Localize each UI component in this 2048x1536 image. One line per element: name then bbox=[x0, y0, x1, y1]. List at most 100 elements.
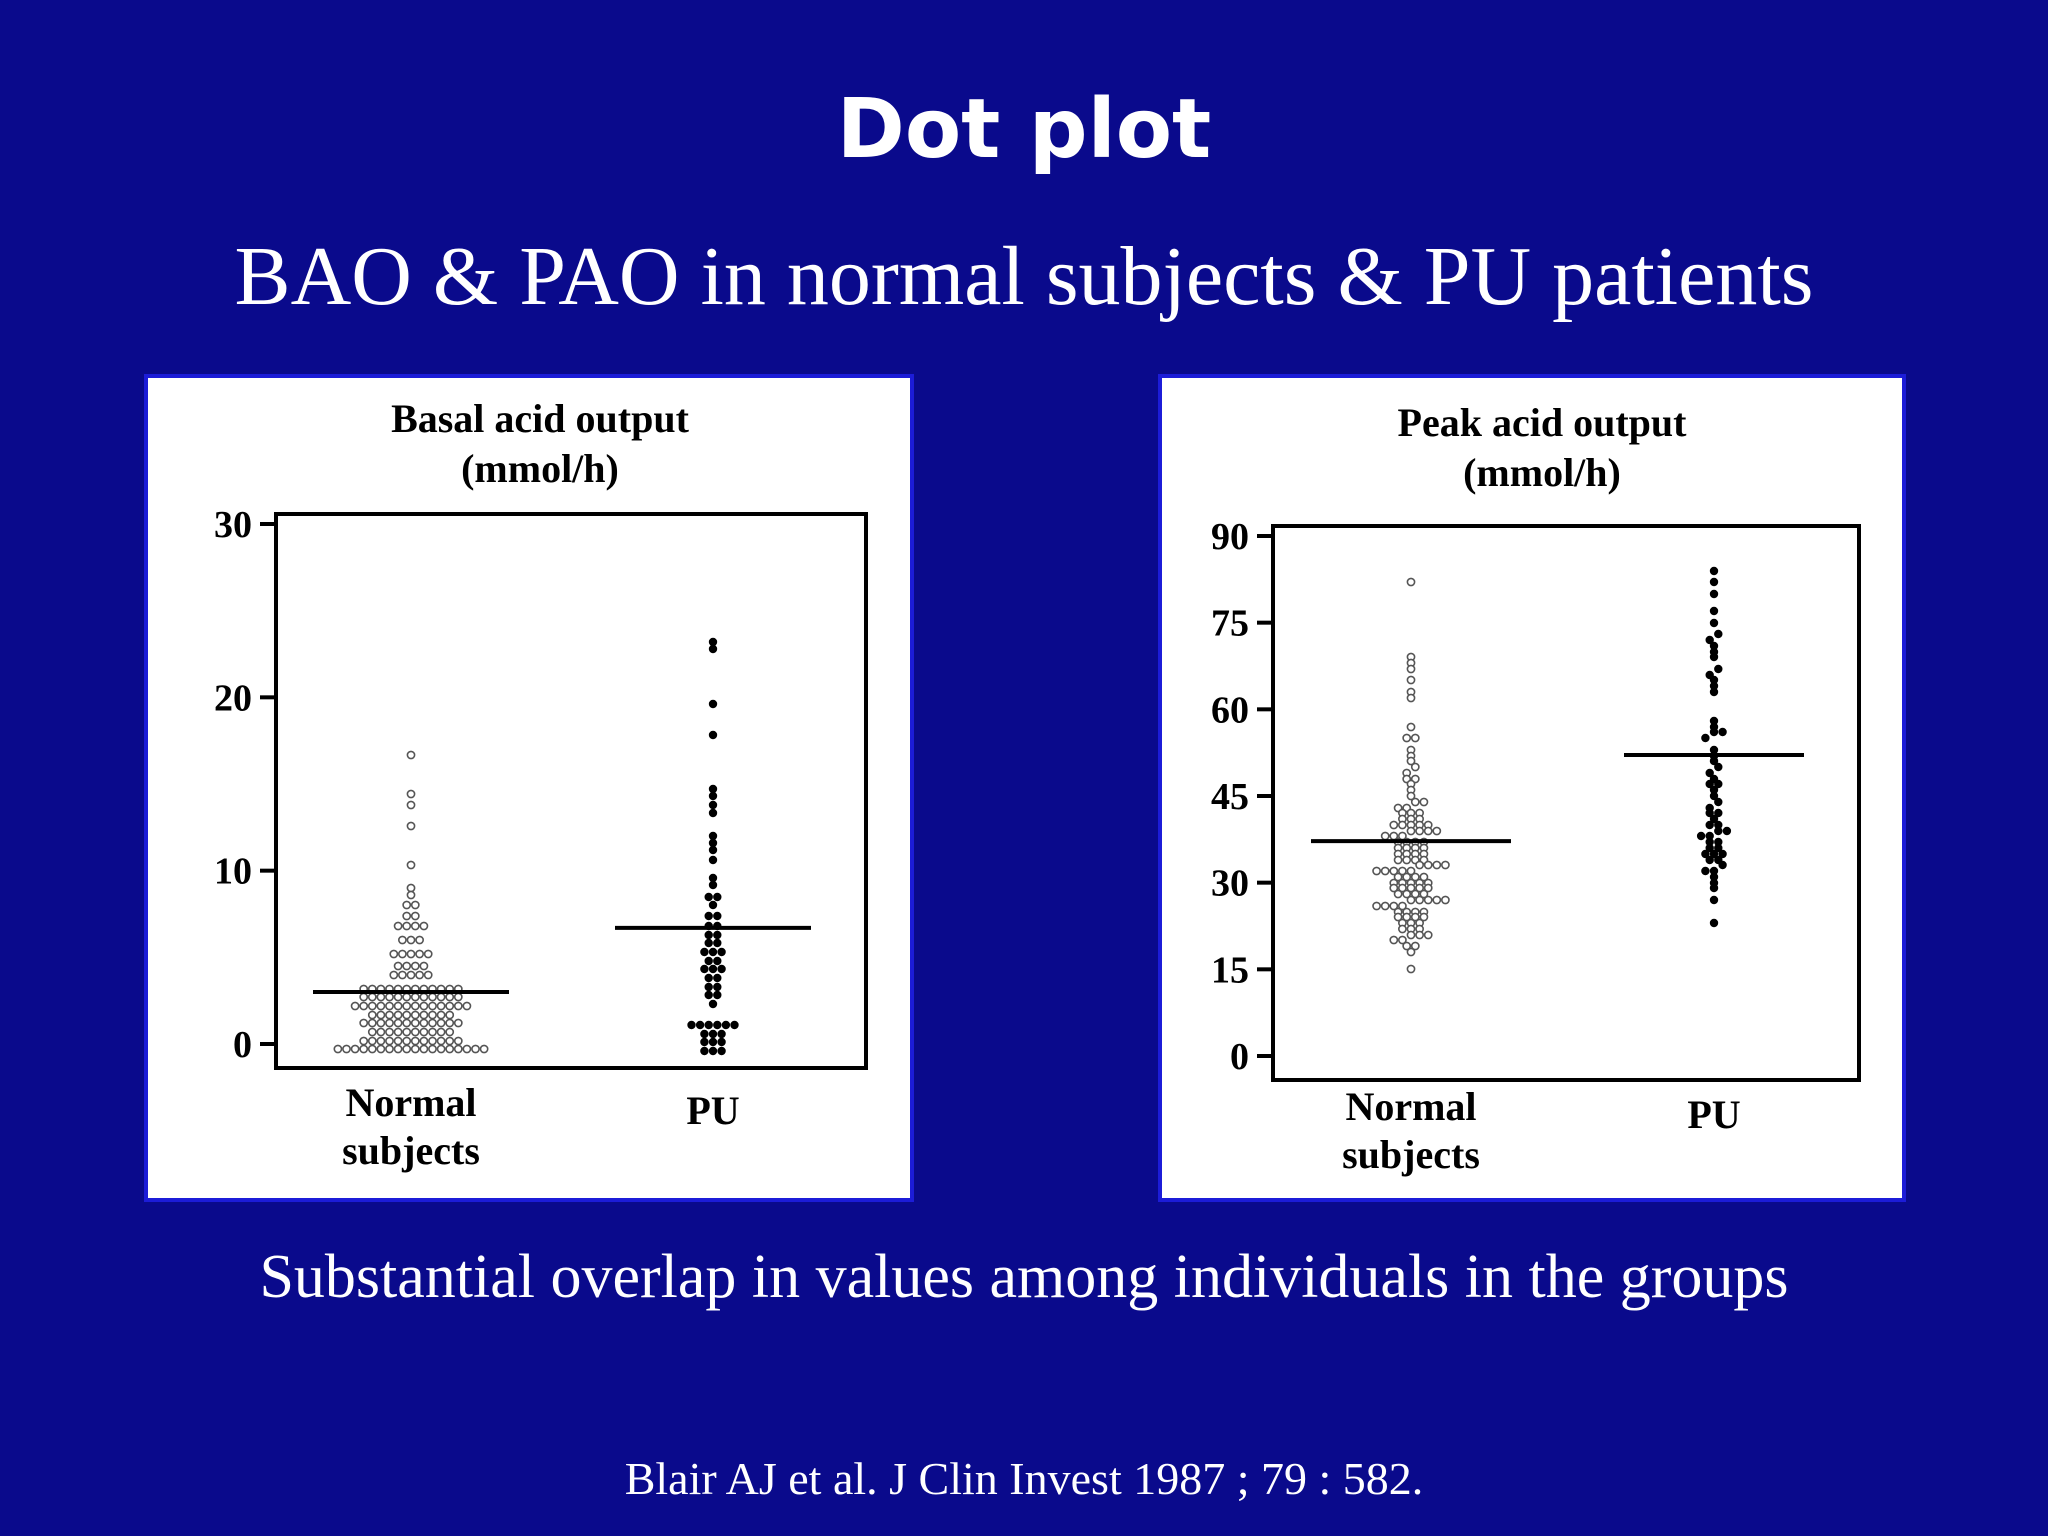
normal-subject-dot bbox=[1432, 826, 1442, 836]
pu-patient-dot bbox=[708, 1037, 718, 1047]
pu-patient-dot bbox=[717, 964, 726, 974]
normal-subject-dot bbox=[1406, 722, 1416, 732]
normal-subject-dot bbox=[1397, 820, 1407, 830]
normal-subject-dot bbox=[410, 1027, 420, 1037]
pu-patient-dot bbox=[700, 1037, 709, 1047]
normal-subject-dot bbox=[385, 1001, 394, 1011]
pu-patient-dot bbox=[1705, 855, 1714, 865]
pu-patient-dot bbox=[1709, 895, 1719, 905]
normal-subject-dot bbox=[1410, 889, 1420, 899]
normal-subject-dot bbox=[1402, 733, 1412, 743]
normal-subject-dot bbox=[436, 1044, 446, 1054]
normal-subject-dot bbox=[385, 1036, 394, 1046]
y-tick-label: 30 bbox=[1211, 863, 1249, 905]
normal-subject-dot bbox=[1397, 901, 1407, 911]
normal-subject-dot bbox=[1423, 895, 1433, 905]
pu-patient-dot bbox=[1701, 849, 1710, 859]
normal-subject-dot bbox=[1410, 797, 1420, 807]
normal-subject-dot bbox=[393, 1001, 403, 1011]
pu-patient-dot bbox=[713, 938, 722, 948]
pu-patient-dot bbox=[1705, 843, 1714, 853]
normal-subject-dot bbox=[1406, 930, 1416, 940]
pu-patient-dot bbox=[700, 1046, 709, 1056]
y-tick-label: 20 bbox=[214, 677, 252, 719]
pu-patient-dot bbox=[717, 1046, 726, 1056]
pu-patient-dot bbox=[704, 1020, 713, 1030]
y-tick-label: 0 bbox=[1230, 1036, 1249, 1078]
normal-subject-dot bbox=[333, 1044, 343, 1054]
normal-subject-dot bbox=[393, 1018, 403, 1028]
group-label: Normal bbox=[345, 1080, 476, 1125]
normal-subject-dot bbox=[1423, 860, 1433, 870]
normal-subject-dot bbox=[419, 961, 429, 971]
pu-patient-dot bbox=[708, 831, 718, 841]
pu-patient-dot bbox=[1709, 866, 1719, 876]
pu-patient-dot bbox=[1705, 831, 1714, 841]
normal-subject-dot bbox=[1402, 941, 1412, 951]
slide-citation: Blair AJ et al. J Clin Invest 1987 ; 79 … bbox=[624, 1453, 1424, 1504]
normal-subject-dot bbox=[1415, 826, 1424, 836]
normal-subject-dot bbox=[406, 750, 416, 760]
normal-subject-dot bbox=[445, 1018, 455, 1028]
normal-subject-dot bbox=[389, 949, 399, 959]
normal-subject-dot bbox=[415, 935, 424, 945]
normal-subject-dot bbox=[393, 1044, 403, 1054]
normal-subject-dot bbox=[1380, 901, 1390, 911]
pu-patient-dot bbox=[1709, 577, 1719, 587]
normal-subject-dot bbox=[397, 949, 407, 959]
pu-patient-dot bbox=[708, 644, 718, 654]
normal-subject-dot bbox=[402, 961, 412, 971]
pu-patient-dot bbox=[717, 947, 726, 957]
y-tick-label: 15 bbox=[1211, 949, 1249, 991]
pu-patient-dot bbox=[1709, 716, 1719, 726]
chart-title: Peak acid output bbox=[1398, 400, 1688, 445]
pu-patient-dot bbox=[1714, 664, 1723, 674]
pu-patient-dot bbox=[1709, 918, 1719, 928]
pu-patient-dot bbox=[1714, 762, 1723, 772]
normal-subject-dot bbox=[1415, 895, 1424, 905]
pu-patient-dot bbox=[708, 800, 718, 810]
y-tick-label: 0 bbox=[233, 1024, 252, 1066]
normal-subject-dot bbox=[367, 1044, 377, 1054]
normal-subject-dot bbox=[410, 1018, 420, 1028]
normal-subject-dot bbox=[402, 992, 412, 1002]
pu-patient-dot bbox=[708, 947, 718, 957]
normal-subject-dot bbox=[1389, 935, 1399, 945]
normal-subject-dot bbox=[419, 1027, 429, 1037]
pu-patient-dot bbox=[1701, 733, 1710, 743]
normal-subject-dot bbox=[428, 992, 437, 1002]
pu-patient-dot bbox=[1705, 837, 1714, 847]
pu-patient-dot bbox=[700, 947, 709, 957]
y-tick-label: 30 bbox=[214, 504, 252, 546]
normal-subject-dot bbox=[393, 961, 403, 971]
normal-subject-dot bbox=[393, 1027, 403, 1037]
normal-subject-dot bbox=[1402, 872, 1412, 882]
pu-patient-dot bbox=[1714, 629, 1723, 639]
normal-subject-dot bbox=[1410, 872, 1420, 882]
basal-acid-output-chart: Basal acid output (mmol/h) 0 10 20 30 Normalsu… bbox=[214, 396, 868, 1173]
pu-patient-dot bbox=[1709, 652, 1719, 662]
pu-patient-dot bbox=[1705, 768, 1714, 778]
normal-subject-dot bbox=[410, 961, 420, 971]
pu-patient-dot bbox=[1709, 641, 1719, 651]
pu-patient-dot bbox=[713, 973, 722, 983]
normal-subject-dot bbox=[367, 1018, 377, 1028]
chart-panel-peak: Peak acid output (mmol/h) 0 15 30 45 60 75 90 Nor… bbox=[1158, 374, 1906, 1202]
y-tick-label: 75 bbox=[1211, 603, 1249, 645]
pu-patient-dot bbox=[1709, 745, 1719, 755]
normal-subject-dot bbox=[1410, 941, 1420, 951]
normal-subject-dot bbox=[1406, 947, 1416, 957]
plot-frame bbox=[274, 512, 868, 1070]
group-label-line2: subjects bbox=[342, 1128, 480, 1173]
pu-patient-dot bbox=[704, 973, 713, 983]
normal-subject-dot bbox=[350, 1001, 360, 1011]
normal-subject-dot bbox=[419, 1018, 429, 1028]
normal-subject-dot bbox=[419, 1036, 429, 1046]
pu-patient-dot bbox=[1718, 849, 1727, 859]
normal-subject-dot bbox=[359, 1044, 369, 1054]
normal-subject-dot bbox=[376, 1044, 386, 1054]
pu-patient-dot bbox=[1705, 820, 1714, 830]
normal-subject-dot bbox=[1410, 762, 1420, 772]
group-label: PU bbox=[1687, 1092, 1740, 1137]
normal-subject-dot bbox=[406, 789, 416, 799]
